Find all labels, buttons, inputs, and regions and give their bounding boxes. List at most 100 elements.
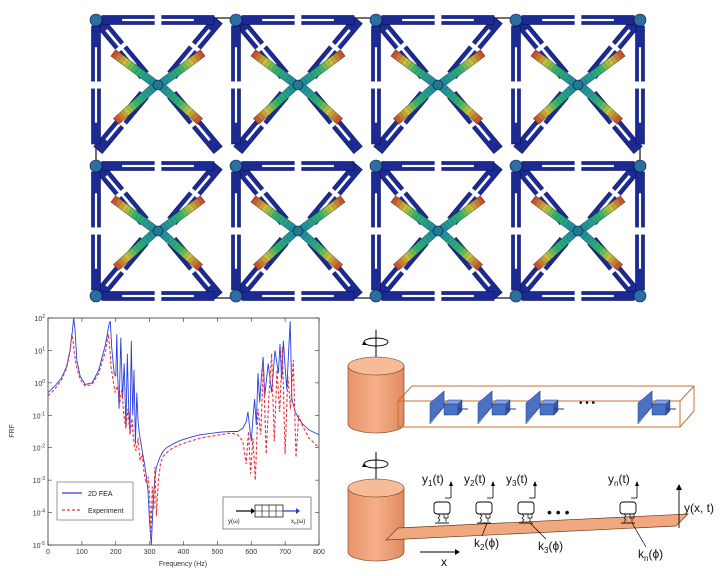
lattice-strut [521, 160, 635, 172]
lattice-strut [510, 171, 522, 291]
y-tick-label: 102 [34, 314, 45, 323]
lattice-strut [241, 160, 355, 172]
wing-resonator [637, 390, 676, 425]
x-tick-label: 300 [144, 549, 156, 556]
lattice-strut [233, 16, 289, 79]
resonator-arm [530, 49, 577, 87]
frf-series-group [48, 318, 319, 545]
resonator-displacement-label: y2(t) [464, 472, 486, 488]
stiffness-label: k2(ϕ) [474, 536, 499, 552]
resonator-hub [292, 225, 304, 237]
x-tick-label: 0 [46, 549, 50, 556]
mass-spring-resonator: yn(t) [608, 472, 639, 524]
resonator-arm [533, 229, 577, 271]
lattice-strut [307, 16, 363, 79]
resonator-displacement-label: y1(t) [422, 472, 444, 488]
x-coordinate-label: x [441, 555, 447, 569]
resonator-arm [439, 83, 483, 125]
x-tick-label: 200 [110, 549, 122, 556]
inset-schematic: y(ω) xn(ω) [222, 496, 312, 530]
resonator-arm [439, 49, 486, 87]
resonator-arm [439, 229, 483, 271]
resonator-hub [572, 225, 584, 237]
resonator-hub [292, 79, 304, 91]
lattice-node [229, 159, 243, 173]
stiffness-label: kn(ϕ) [638, 547, 663, 563]
model-rotor-beam: x y(x, t) y1(t) y2(t) y3(t) yn(t) k2(ϕ) k3(ϕ)… [347, 452, 714, 569]
legend-label-experiment: Experiment [88, 508, 123, 515]
lattice-node [509, 159, 523, 173]
stiffness-leader-line [529, 522, 547, 540]
lattice-strut [370, 25, 382, 145]
lattice-strut [93, 16, 149, 79]
y-axis-ticks: 102 101 100 10-1 10-2 10-3 10-4 10-5 [33, 314, 319, 550]
x-tick-label: 700 [279, 549, 291, 556]
lattice-strut [230, 25, 242, 145]
lattice-strut [167, 16, 223, 79]
lattice-strut [381, 290, 495, 302]
ellipsis-top: • • • [579, 398, 596, 409]
lattice-node [509, 289, 523, 303]
lattice-node [633, 159, 647, 173]
model-rotor-wings: • • • [347, 330, 695, 434]
resonator-hub [152, 79, 164, 91]
resonator-hub [432, 79, 444, 91]
x-tick-label: 100 [76, 549, 88, 556]
lattice-node [89, 289, 103, 303]
flexible-beam [385, 513, 689, 541]
resonator-arm [113, 83, 157, 125]
wing-resonator [477, 390, 516, 425]
lattice-node [369, 289, 383, 303]
y-tick-label: 100 [34, 379, 45, 388]
x-axis-ticks: 0 100 200 300 400 500 600 700 800 [46, 318, 325, 556]
stiffness-label: k3(ϕ) [538, 539, 563, 555]
lattice-strut [521, 14, 635, 26]
resonator-arm [253, 83, 297, 125]
wing-resonator [525, 390, 564, 425]
y-tick-label: 10-2 [33, 444, 45, 453]
field-displacement-label: y(x, t) [684, 501, 714, 515]
lattice-strut [241, 14, 355, 26]
lattice-node [369, 13, 383, 27]
series-line-2d-fea [48, 318, 319, 545]
resonator-arm [159, 83, 203, 125]
lattice-node [89, 13, 103, 27]
resonator-displacement-label: yn(t) [608, 472, 630, 488]
frf-chart: 102 101 100 10-1 10-2 10-3 10-4 10-5 0 100 200 300… [9, 314, 325, 568]
lattice-fea-image [88, 12, 648, 304]
resonator-arm [250, 195, 297, 233]
legend: 2D FEA Experiment [56, 481, 134, 521]
x-tick-label: 400 [178, 549, 190, 556]
lattice-strut [230, 171, 242, 291]
lattice-node [229, 289, 243, 303]
inset-input-label: y(ω) [228, 519, 240, 525]
lattice-strut [90, 171, 102, 291]
lattice-strut [634, 171, 646, 291]
lattice-strut [510, 25, 522, 145]
lattice-node [89, 159, 103, 173]
x-axis-label: Frequency (Hz) [159, 561, 207, 568]
stiffness-leader-line [631, 522, 647, 548]
lattice-strut [241, 290, 355, 302]
lattice-node [369, 159, 383, 173]
x-tick-label: 600 [245, 549, 257, 556]
lattice-strut [381, 14, 495, 26]
lattice-strut [634, 25, 646, 145]
legend-label-fea: 2D FEA [88, 491, 113, 498]
resonator-displacement-label: y3(t) [506, 472, 528, 488]
lattice-strut [447, 16, 503, 79]
mass-spring-resonator: y1(t) [422, 472, 453, 524]
lattice-frame [95, 17, 641, 299]
x-tick-label: 800 [313, 549, 325, 556]
resonator-hub [572, 79, 584, 91]
ellipsis-bottom: • • • [547, 504, 570, 520]
resonator-hub [432, 225, 444, 237]
y-tick-label: 10-5 [33, 541, 45, 550]
lattice-strut [521, 290, 635, 302]
lattice-strut [167, 162, 223, 225]
lattice-strut [90, 25, 102, 145]
lattice-strut [370, 171, 382, 291]
inset-output-label: xn(ω) [291, 519, 305, 526]
resonator-arm [253, 229, 297, 271]
